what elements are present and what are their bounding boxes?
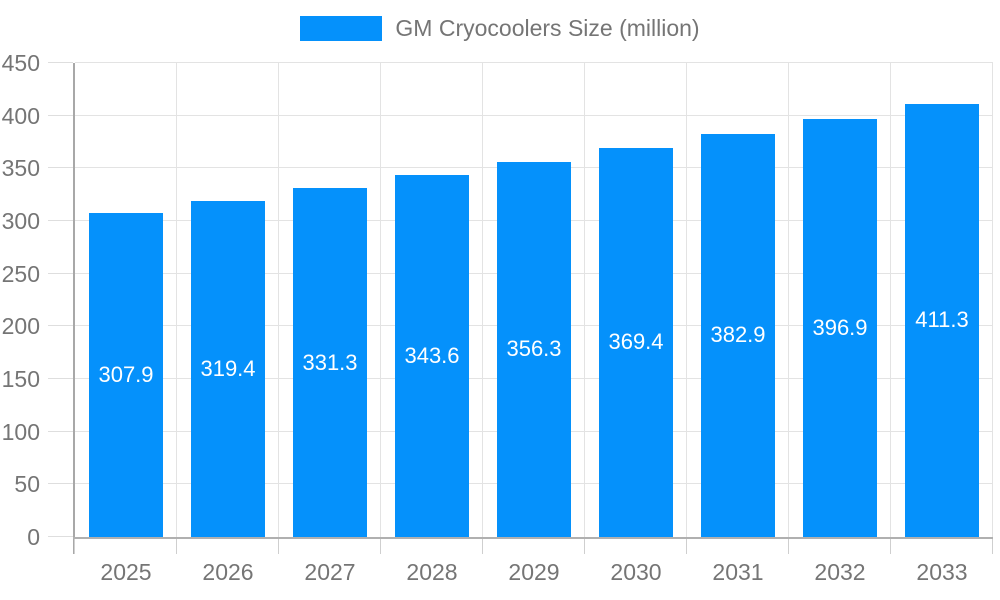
bar[interactable]: 319.4	[191, 200, 265, 537]
x-axis-tick-label: 2033	[916, 559, 968, 585]
x-axis-tick-label: 2030	[610, 559, 662, 585]
y-axis-tick	[48, 483, 73, 485]
bar-value-label: 396.9	[812, 314, 868, 340]
bar-value-label: 343.6	[404, 343, 460, 369]
y-axis-tick	[48, 378, 73, 379]
gridline-horizontal	[75, 114, 993, 116]
x-axis-tick	[788, 539, 789, 554]
bar-value-label: 319.4	[200, 355, 256, 381]
bar[interactable]: 307.9	[89, 212, 163, 537]
bar[interactable]: 369.4	[599, 147, 673, 537]
x-axis-tick-label: 2027	[304, 559, 356, 585]
x-axis-tick	[380, 539, 381, 554]
x-axis-tick-label: 2029	[508, 559, 560, 585]
x-axis-tick-label: 2028	[406, 559, 458, 585]
legend-swatch	[300, 16, 383, 41]
gridline-vertical	[278, 63, 279, 537]
y-axis-tick	[48, 114, 73, 116]
x-axis-tick	[176, 539, 177, 554]
x-axis-tick	[278, 539, 279, 554]
x-axis-tick	[482, 539, 483, 554]
y-axis-tick-label: 450	[1, 50, 40, 76]
legend[interactable]: GM Cryocoolers Size (million)	[0, 16, 1000, 41]
x-axis-tick-label: 2031	[712, 559, 764, 585]
bar[interactable]: 382.9	[701, 133, 775, 537]
y-axis-tick-label: 400	[1, 102, 40, 129]
y-axis-tick	[48, 62, 73, 63]
y-axis-tick-label: 200	[1, 313, 40, 340]
bar-value-label: 307.9	[98, 361, 154, 387]
x-axis-tick-label: 2026	[202, 559, 254, 585]
gridline-vertical	[788, 63, 789, 537]
y-axis-tick-label: 50	[14, 471, 40, 498]
x-axis-tick-label: 2025	[100, 559, 152, 585]
x-axis-tick	[584, 539, 585, 554]
y-axis-tick	[48, 536, 73, 537]
x-axis-tick	[686, 539, 687, 554]
y-axis-tick	[48, 325, 73, 327]
x-axis-tick	[992, 539, 993, 554]
gridline-vertical	[584, 63, 585, 537]
bar[interactable]: 343.6	[395, 175, 469, 537]
bar[interactable]: 331.3	[293, 188, 367, 537]
bar-value-label: 331.3	[302, 349, 358, 375]
bar[interactable]: 396.9	[803, 118, 877, 537]
y-axis-tick	[48, 430, 73, 432]
bar[interactable]: 356.3	[497, 161, 571, 537]
y-axis-tick-label: 250	[1, 260, 40, 287]
gridline-horizontal	[75, 62, 993, 63]
y-axis-tick-label: 0	[27, 524, 40, 550]
gridline-vertical	[482, 63, 483, 537]
bar[interactable]: 411.3	[905, 103, 979, 537]
y-axis-tick-label: 150	[1, 366, 40, 392]
x-axis-tick	[890, 539, 891, 554]
x-axis-tick-label: 2032	[814, 559, 866, 585]
y-axis-tick-label: 300	[1, 208, 40, 234]
plot-area: 0 50 100 150 200 250 300 350 400 450 307.9 2025 319.…	[2, 50, 993, 585]
bar-value-label: 369.4	[608, 329, 664, 355]
y-axis-tick-label: 100	[1, 418, 40, 445]
y-axis-tick	[48, 220, 73, 221]
bar-value-label: 411.3	[915, 307, 969, 333]
x-axis-tick	[74, 539, 75, 554]
x-axis-line	[73, 537, 993, 539]
legend-label: GM Cryocoolers Size (million)	[395, 15, 700, 41]
gridline-vertical	[176, 63, 177, 537]
gridline-vertical	[890, 63, 891, 537]
gridline-vertical	[686, 63, 687, 537]
y-axis-line	[73, 63, 75, 554]
y-axis-tick-label: 350	[1, 155, 40, 182]
bar-value-label: 356.3	[506, 336, 562, 362]
gridline-vertical	[992, 63, 993, 537]
gridline-vertical	[380, 63, 381, 537]
y-axis-tick	[48, 167, 73, 169]
y-axis-tick	[48, 272, 73, 274]
bar-value-label: 382.9	[710, 322, 766, 348]
